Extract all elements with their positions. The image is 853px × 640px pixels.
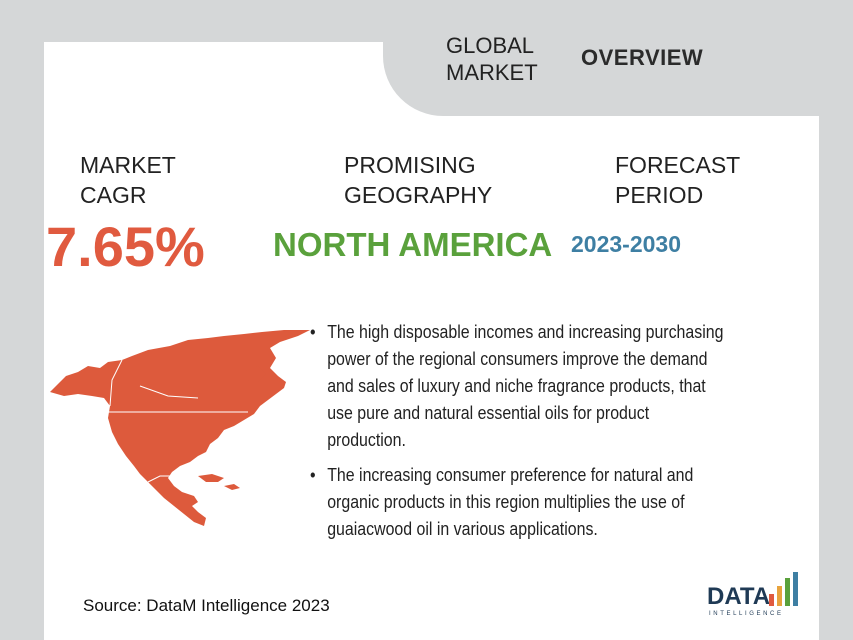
- header-tab: [383, 0, 853, 116]
- forecast-period-label: FORECAST PERIOD: [615, 152, 741, 208]
- north-america-map: [50, 330, 310, 526]
- forecast-value: 2023-2030: [571, 231, 681, 257]
- source-note: Source: DataM Intelligence 2023: [83, 596, 330, 615]
- list-item: • The increasing consumer preference for…: [310, 461, 730, 542]
- cagr-value: 7.65%: [46, 215, 205, 278]
- geography-value: NORTH AMERICA: [273, 226, 553, 263]
- global-market-label: GLOBAL MARKET: [446, 33, 538, 85]
- key-points-list: • The high disposable incomes and increa…: [310, 318, 730, 550]
- market-cagr-label: MARKET CAGR: [80, 152, 176, 208]
- logo-text: DATA: [707, 583, 770, 610]
- promising-geography-label: PROMISING GEOGRAPHY: [344, 152, 493, 208]
- overview-title: OVERVIEW: [581, 45, 704, 70]
- list-item: • The high disposable incomes and increa…: [310, 318, 730, 453]
- bullet-icon: •: [310, 321, 316, 342]
- content-card: [44, 42, 819, 640]
- datam-logo: DATA INTELLIGENCE: [707, 572, 798, 617]
- bullet-icon: •: [310, 464, 316, 485]
- logo-subtext: INTELLIGENCE: [709, 611, 784, 617]
